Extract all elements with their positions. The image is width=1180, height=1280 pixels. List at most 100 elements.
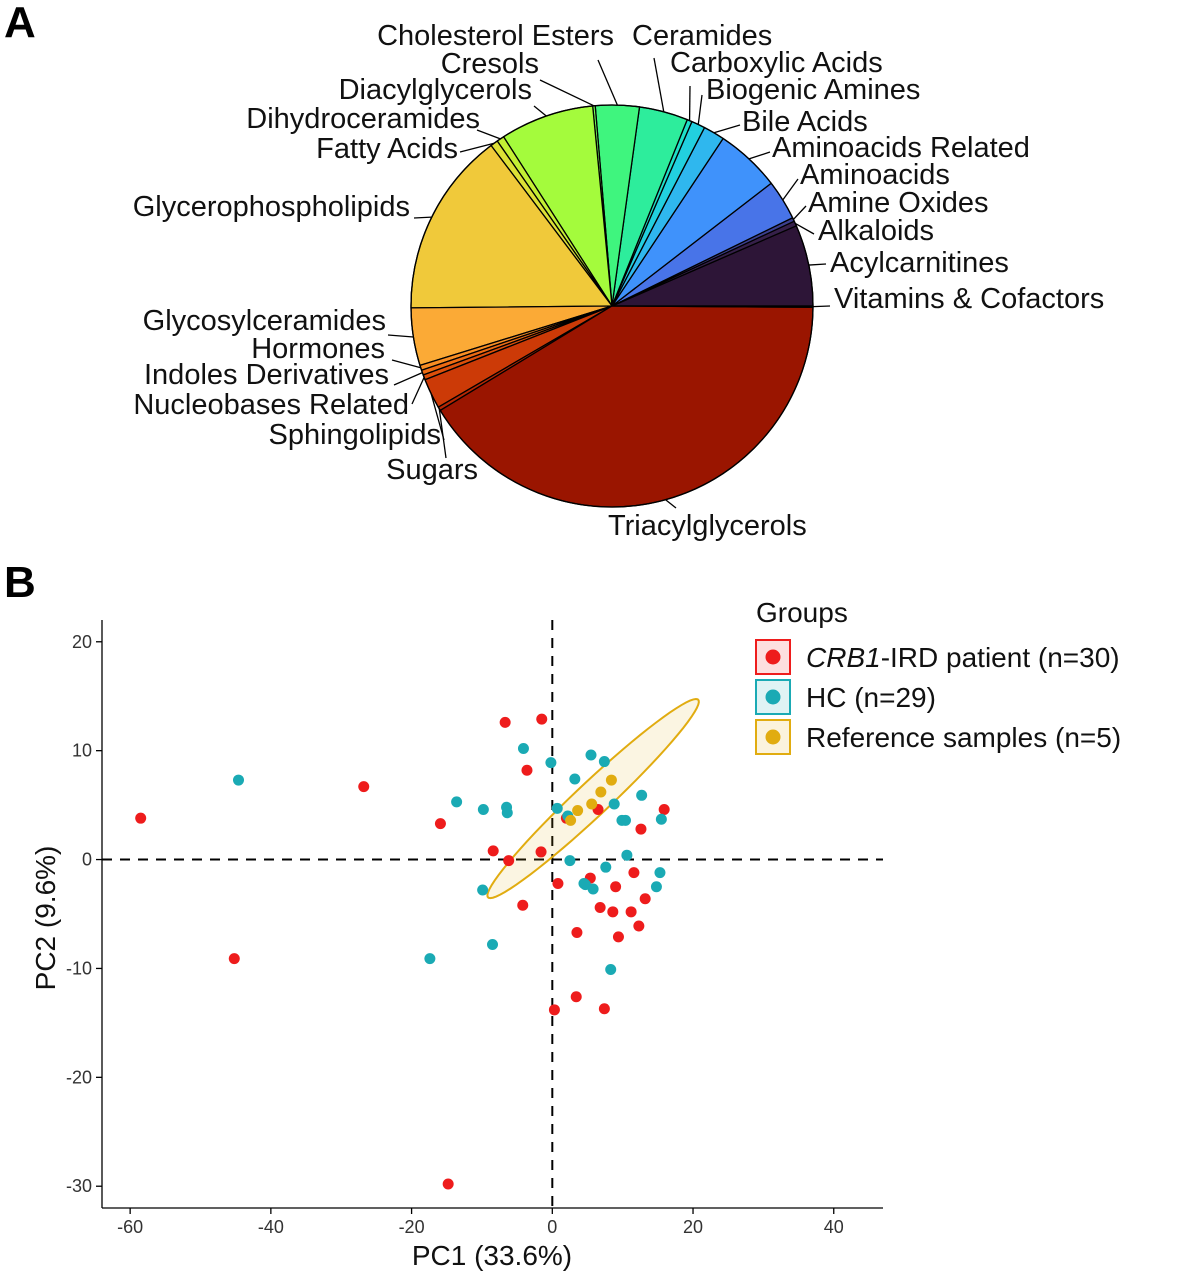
pie-label-amine-oxides: Amine Oxides	[808, 187, 989, 219]
pie-label-glycerophospholipids: Glycerophospholipids	[133, 191, 410, 223]
leader-line-acylcarnitines	[808, 263, 827, 266]
leader-line-glycerophospholipids	[413, 216, 432, 219]
scatter-point	[605, 774, 617, 786]
series-crb1-ird-patient-n-30	[135, 713, 670, 1190]
pie-label-cholesterol-esters: Cholesterol Esters	[377, 20, 614, 52]
scatter-point	[619, 814, 631, 826]
y-tick-label: 0	[82, 850, 92, 870]
leader-line-cresols	[539, 79, 595, 107]
scatter-point	[501, 807, 513, 819]
pie-label-acylcarnitines: Acylcarnitines	[830, 247, 1009, 279]
y-tick-label: -10	[66, 958, 92, 978]
x-tick-label: -40	[258, 1217, 284, 1237]
pie-label-aminoacids: Aminoacids	[800, 159, 950, 191]
scatter-point	[477, 884, 489, 896]
scatter-point	[598, 1003, 610, 1015]
scatter-point	[442, 1178, 454, 1190]
scatter-point	[545, 757, 557, 769]
scatter-point	[536, 713, 548, 725]
pie-label-fatty-acids: Fatty Acids	[316, 133, 458, 165]
scatter-point	[605, 964, 617, 976]
scatter-axes: -60 -40 -20 0 20 40 -30 -20 -10 0 10 20	[66, 620, 883, 1237]
scatter-point	[585, 749, 597, 761]
pie-label-nucleobases-related: Nucleobases Related	[133, 389, 409, 421]
legend: Groups CRB1-IRD patient (n=30) HC (n=29) R…	[755, 597, 1121, 755]
scatter-point	[655, 813, 667, 825]
scatter-point	[572, 805, 584, 817]
x-tick-label: -60	[117, 1217, 143, 1237]
scatter-point	[552, 878, 564, 890]
scatter-point	[503, 855, 515, 867]
leader-line-triacylglycerols	[665, 499, 677, 509]
y-tick-label: 20	[72, 632, 92, 652]
y-tick-label: -20	[66, 1067, 92, 1087]
leader-line-glycosylceramides	[387, 334, 414, 338]
panel-a-letter: A	[4, 0, 36, 47]
pie-label-diacylglycerols: Diacylglycerols	[339, 74, 532, 106]
legend-entry-label: Reference samples (n=5)	[806, 722, 1121, 753]
pie-label-carboxylic-acids: Carboxylic Acids	[670, 47, 883, 79]
leader-line-bile-acids	[713, 124, 741, 134]
scatter-point	[564, 855, 576, 867]
series-reference-samples-n-5	[565, 774, 617, 826]
scatter-point	[569, 773, 581, 785]
scatter-point	[587, 883, 599, 895]
leader-line-sugars	[438, 408, 447, 459]
pie-label-cresols: Cresols	[441, 48, 539, 80]
scatter-point	[650, 881, 662, 893]
scatter-point	[586, 798, 598, 810]
y-tick-label: -30	[66, 1176, 92, 1196]
scatter-point	[228, 953, 240, 965]
leader-line-nucleobases-related	[411, 377, 425, 405]
scatter-point	[612, 931, 624, 943]
scatter-point	[451, 796, 463, 808]
pie-label-bile-acids: Bile Acids	[742, 106, 868, 138]
scatter-point	[595, 786, 607, 798]
scatter-point	[594, 901, 606, 913]
leader-line-fatty-acids	[459, 142, 495, 153]
leader-line-indoles-derivatives	[393, 372, 423, 386]
leader-line-hormones	[391, 359, 421, 369]
pie-label-sphingolipids: Sphingolipids	[268, 419, 441, 451]
scatter-point	[358, 781, 370, 793]
leader-line-cholesterol-esters	[597, 59, 618, 106]
pie-label-dihydroceramides: Dihydroceramides	[246, 103, 480, 135]
scatter-point	[233, 774, 244, 786]
scatter-point	[548, 1004, 560, 1016]
pie-label-biogenic-amines: Biogenic Amines	[706, 74, 920, 106]
scatter-point	[535, 846, 547, 858]
scatter-point	[625, 906, 637, 918]
leader-line-dihydroceramides	[476, 129, 501, 140]
scatter-point	[434, 818, 446, 830]
reference-ellipse-shape	[486, 697, 700, 900]
scatter-point	[633, 920, 645, 932]
scatter-point	[565, 814, 577, 826]
panel-b-letter: B	[4, 558, 36, 607]
x-tick-label: 20	[683, 1217, 703, 1237]
legend-entry-label: CRB1-IRD patient (n=30)	[806, 642, 1120, 673]
scatter-point	[477, 803, 489, 815]
scatter-point	[551, 802, 563, 814]
leader-line-vitamins-cofactors	[812, 305, 831, 308]
leader-line-diacylglycerols	[533, 105, 547, 117]
leader-line-aminoacids	[782, 178, 799, 201]
legend-entry-label: HC (n=29)	[806, 682, 936, 713]
scatter-point	[570, 991, 582, 1003]
reference-ellipse	[486, 697, 700, 900]
x-tick-label: 0	[547, 1217, 557, 1237]
scatter-point	[600, 861, 612, 873]
scatter-point	[517, 899, 529, 911]
scatter-point	[639, 893, 651, 905]
scatter-point	[658, 803, 670, 815]
leader-line-amine-oxides	[792, 205, 807, 220]
scatter-point	[610, 881, 622, 893]
scatter-point	[487, 845, 499, 857]
scatter-point	[621, 849, 633, 861]
pie-chart	[410, 104, 814, 508]
pie-label-indoles-derivatives: Indoles Derivatives	[144, 359, 389, 391]
leader-line-ceramides	[653, 57, 665, 112]
scatter-point	[499, 716, 511, 728]
leader-line-aminoacids-related	[748, 151, 771, 160]
leader-line-biogenic-amines	[697, 94, 703, 125]
scatter-reference-lines	[102, 620, 883, 1208]
